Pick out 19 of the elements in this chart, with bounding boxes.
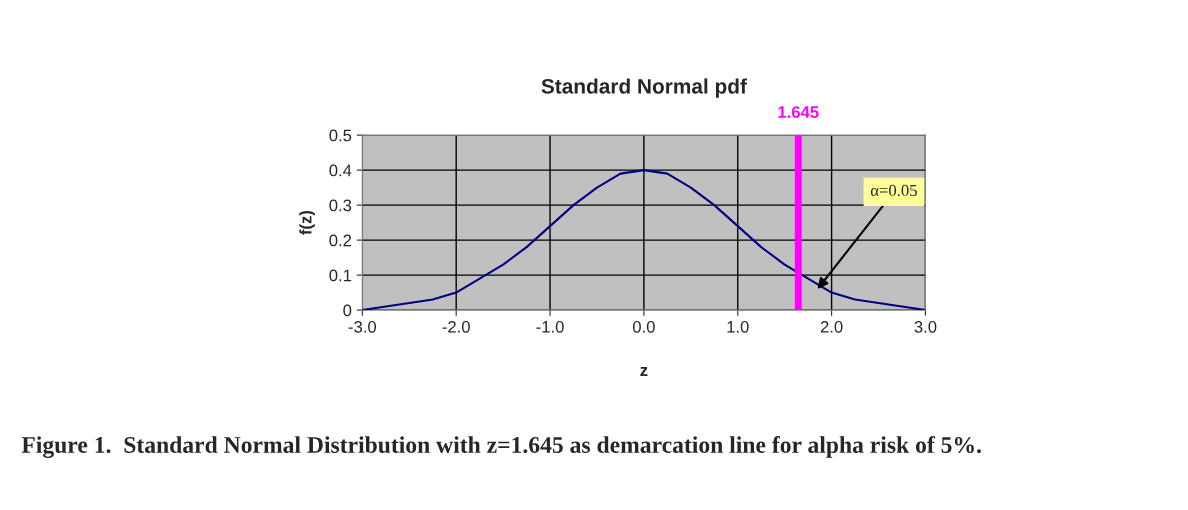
ref-line-label: 1.645 bbox=[778, 106, 819, 118]
x-tick-label: -2.0 bbox=[442, 320, 470, 333]
x-tick-label: 2.0 bbox=[820, 320, 843, 333]
y-tick-label: 0.4 bbox=[329, 164, 352, 177]
y-tick-label: 0 bbox=[343, 304, 352, 317]
x-tick-label: 1.0 bbox=[727, 320, 749, 333]
y-tick-label: 0.1 bbox=[329, 269, 352, 282]
annotation: α=0.05 bbox=[870, 184, 917, 197]
y-tick-label: 0.2 bbox=[329, 234, 352, 247]
x-tick-label: -3.0 bbox=[348, 320, 377, 333]
caption: Figure 1. Standard Normal Distribution with z=1.645 as demarcation line for alpha risk of 5%. bbox=[21, 436, 981, 458]
y-axis-title: f(z) bbox=[299, 210, 315, 235]
x-axis-title: z bbox=[640, 367, 648, 376]
chart-title: Standard Normal pdf bbox=[541, 78, 747, 98]
x-tick-label: -1.0 bbox=[536, 320, 564, 333]
y-tick-label: 0.3 bbox=[329, 199, 352, 212]
x-tick-label: 0.0 bbox=[632, 320, 655, 333]
x-tick-label: 3.0 bbox=[914, 320, 937, 333]
y-tick-label: 0.5 bbox=[329, 129, 352, 142]
